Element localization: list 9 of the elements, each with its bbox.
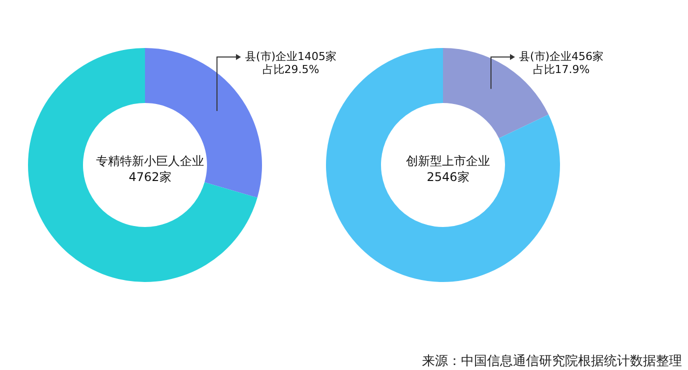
- text: 2546家: [426, 170, 470, 184]
- text: 创新型上市企业: [406, 154, 490, 168]
- source-note: 来源：中国信息通信研究院根据统计数据整理: [422, 354, 682, 369]
- text: 专精特新小巨人企业: [96, 154, 204, 168]
- slice-label: 县(市)企业1405家: [244, 50, 337, 63]
- data-label: 占比29.5%: [262, 63, 320, 76]
- slice-label: 县(市)企业456家: [518, 50, 604, 63]
- text: 4762家: [128, 170, 172, 184]
- data-label: 占比17.9%: [532, 63, 590, 76]
